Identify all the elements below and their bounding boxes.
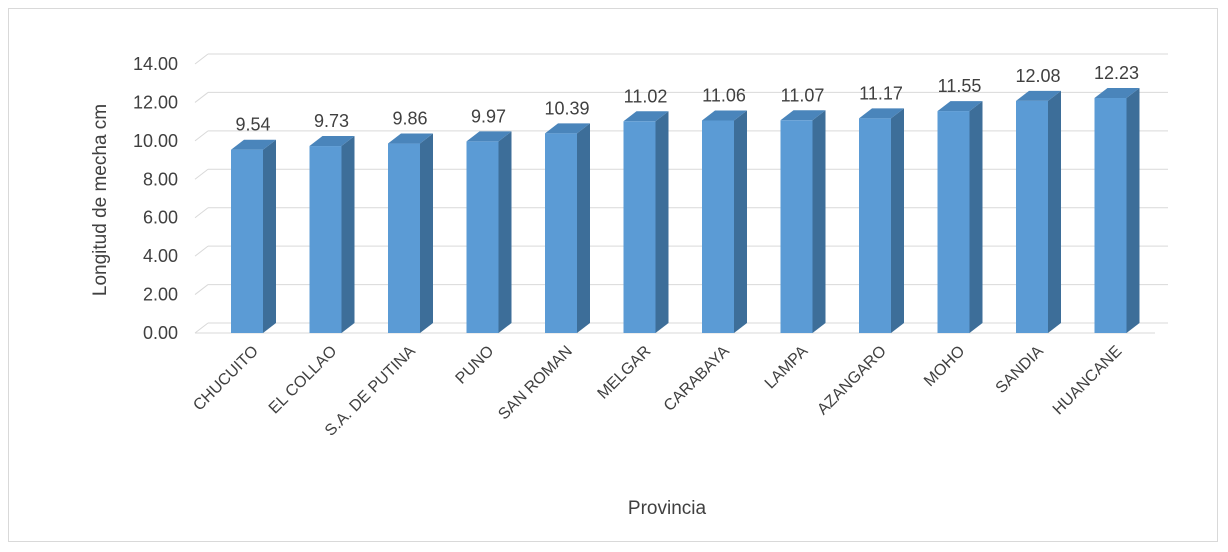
- data-label: 11.17: [859, 83, 903, 103]
- y-tick-label: 4.00: [143, 246, 178, 266]
- bar-side: [734, 110, 747, 334]
- bar-top: [859, 108, 904, 119]
- data-label: 11.55: [938, 76, 982, 96]
- bar: [231, 139, 276, 333]
- bar-front: [937, 111, 970, 333]
- category-label: CHUCUITO: [190, 343, 262, 415]
- bar-front: [309, 146, 342, 333]
- bar-front: [466, 141, 499, 333]
- y-tick-label: 14.00: [133, 54, 178, 74]
- bar-top: [780, 110, 826, 121]
- bar-top: [545, 123, 590, 134]
- bar-top: [388, 133, 433, 144]
- bar-top: [231, 139, 276, 150]
- y-tick-label: 2.00: [143, 285, 178, 305]
- bar: [466, 131, 512, 333]
- bars: [231, 88, 1140, 334]
- bar-front: [859, 118, 891, 333]
- data-label: 9.54: [235, 115, 270, 135]
- y-tick-label: 10.00: [133, 131, 178, 151]
- grid-line-floor: [194, 168, 209, 180]
- bar-side: [498, 131, 512, 333]
- category-label: HUANCANE: [1050, 343, 1126, 419]
- bar-top: [702, 110, 747, 121]
- grid-line-floor: [194, 245, 209, 257]
- category-label: SAN ROMAN: [495, 343, 576, 424]
- bar: [859, 108, 904, 333]
- bar-front: [702, 120, 734, 334]
- bar-top: [937, 101, 983, 112]
- bar: [545, 123, 590, 333]
- category-label: AZANGARO: [814, 343, 890, 419]
- bar: [623, 111, 669, 333]
- category-label: EL COLLAO: [266, 343, 340, 417]
- bar-side: [1126, 88, 1140, 334]
- data-label: 9.86: [392, 109, 427, 129]
- bar-front: [388, 143, 420, 333]
- y-tick-labels: 0.00 2.00 4.00 6.00 8.00 10.00 12.00 14.00: [133, 54, 178, 343]
- category-label: CARABAYA: [661, 343, 733, 415]
- data-label: 10.39: [544, 98, 589, 118]
- grid-line-floor: [194, 130, 209, 142]
- bar-front: [545, 133, 577, 333]
- category-label: PUNO: [453, 343, 498, 388]
- data-label: 12.08: [1015, 66, 1060, 86]
- bar-front: [1094, 98, 1127, 334]
- bar-front: [1016, 100, 1048, 334]
- bar: [1016, 90, 1061, 334]
- bar-front: [231, 149, 263, 333]
- bar-top: [623, 111, 669, 122]
- bar: [388, 133, 433, 333]
- category-label: LAMPA: [762, 343, 812, 393]
- y-axis-title: Longitud de mecha cm: [90, 104, 111, 296]
- grid-line-floor: [194, 53, 209, 65]
- bar-side: [420, 133, 433, 333]
- grid-line-floor: [194, 207, 209, 219]
- bar: [309, 136, 355, 333]
- y-tick-label: 8.00: [143, 169, 178, 189]
- bar: [702, 110, 747, 334]
- bar-side: [1048, 90, 1061, 334]
- category-label: MELGAR: [595, 343, 655, 403]
- grid-line-floor: [194, 322, 209, 334]
- x-axis-title: Provincia: [628, 498, 707, 519]
- bar-side: [263, 139, 276, 333]
- bar-side: [891, 108, 904, 333]
- bar: [1094, 88, 1140, 334]
- bar-front: [623, 121, 656, 333]
- data-label: 9.73: [314, 111, 349, 131]
- y-tick-label: 12.00: [133, 92, 178, 112]
- data-label: 9.97: [471, 106, 506, 126]
- bar-side: [341, 136, 355, 333]
- bar-side: [812, 110, 826, 334]
- data-label: 12.23: [1094, 63, 1139, 83]
- bar: [780, 110, 826, 334]
- data-label: 11.06: [702, 85, 746, 105]
- bar-side: [577, 123, 590, 333]
- bar: [937, 101, 983, 333]
- category-label: SANDIA: [993, 343, 1047, 397]
- bar-side: [655, 111, 669, 333]
- bar-front: [780, 120, 813, 334]
- bar-top: [1094, 88, 1140, 99]
- bar-top: [1016, 90, 1061, 101]
- grid-line-floor: [194, 92, 209, 103]
- data-labels: 9.54 9.73 9.86 9.97 10.39 11.02 11.06 11.07 11.1…: [235, 63, 1139, 135]
- category-label: MOHO: [921, 343, 968, 390]
- bar-top: [309, 136, 355, 147]
- data-label: 11.02: [624, 86, 668, 106]
- grid-lines: [194, 53, 1168, 334]
- bar-top: [466, 131, 512, 142]
- grid-line-floor: [194, 284, 209, 295]
- y-tick-label: 6.00: [143, 208, 178, 228]
- data-label: 11.07: [781, 85, 825, 105]
- y-tick-label: 0.00: [143, 323, 178, 343]
- bar-side: [969, 101, 983, 333]
